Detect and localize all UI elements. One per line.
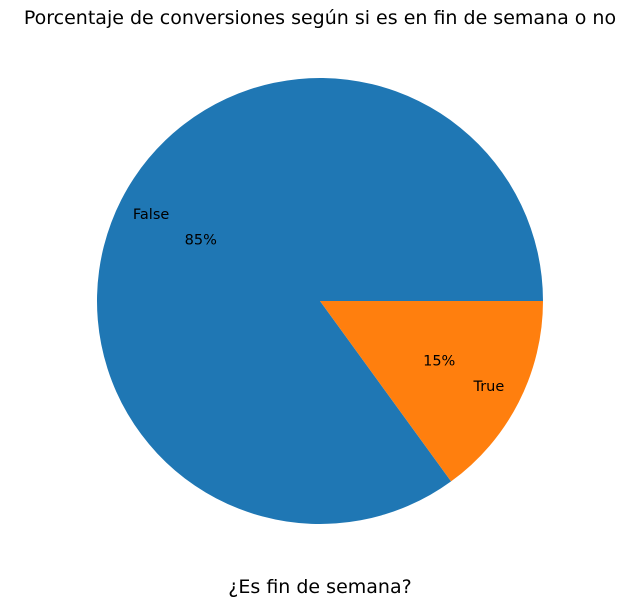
x-axis-label: ¿Es fin de semana? bbox=[228, 576, 411, 598]
pie-slice-false bbox=[97, 78, 543, 525]
pct-label-false: 85% bbox=[185, 232, 217, 248]
pie-labels: False 85% True 15% bbox=[133, 207, 504, 395]
pie-slices bbox=[97, 78, 543, 525]
slice-label-true: True bbox=[472, 379, 504, 395]
pct-label-true: 15% bbox=[423, 354, 455, 370]
pie-slice-true bbox=[320, 301, 543, 482]
chart-title: Porcentaje de conversiones según si es e… bbox=[24, 7, 616, 29]
slice-label-false: False bbox=[133, 207, 169, 223]
